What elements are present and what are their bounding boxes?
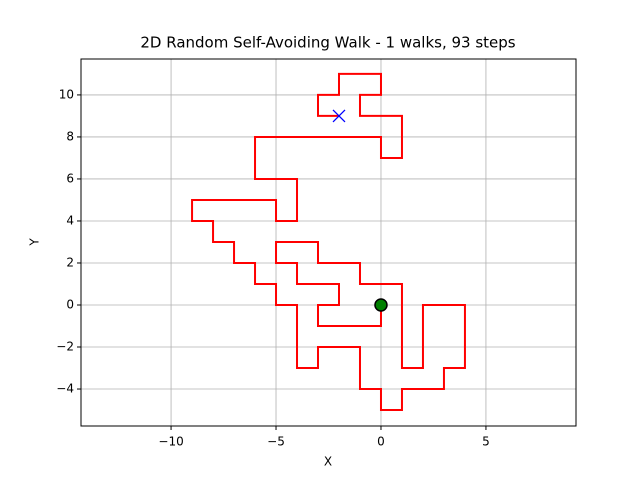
y-tick-label: 8 bbox=[66, 129, 74, 143]
walk-path bbox=[191, 72, 466, 412]
x-axis-label: X bbox=[324, 455, 332, 469]
y-tick-label: 6 bbox=[66, 171, 74, 185]
y-tick-label: 4 bbox=[66, 213, 74, 227]
y-tick-label: 0 bbox=[66, 297, 74, 311]
plot-frame bbox=[80, 58, 577, 427]
start-marker bbox=[374, 298, 388, 312]
y-axis-label: Y bbox=[28, 238, 42, 247]
x-tick-label: −5 bbox=[267, 435, 285, 449]
x-tick-label: 5 bbox=[482, 435, 490, 449]
x-tick-label: 0 bbox=[377, 435, 385, 449]
y-tick-label: −4 bbox=[56, 382, 74, 396]
end-marker bbox=[332, 109, 346, 123]
y-tick-label: −2 bbox=[56, 340, 74, 354]
x-tick-label: −10 bbox=[158, 435, 183, 449]
y-tick-label: 10 bbox=[59, 87, 74, 101]
y-tick-label: 2 bbox=[66, 255, 74, 269]
chart-title: 2D Random Self-Avoiding Walk - 1 walks, … bbox=[140, 34, 515, 52]
